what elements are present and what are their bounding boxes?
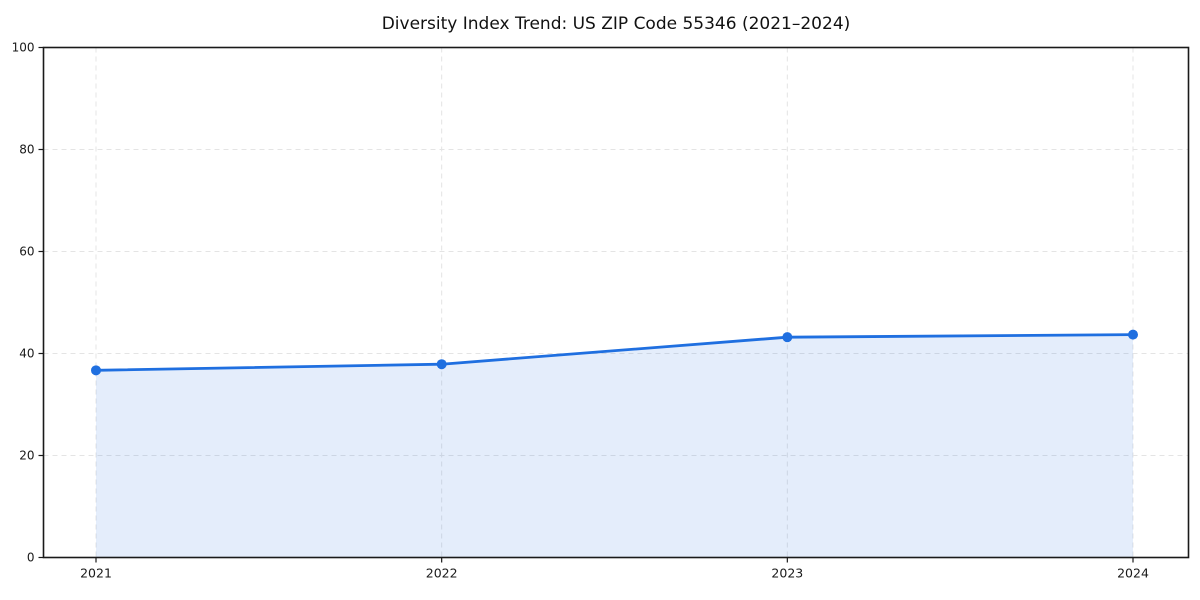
y-tick-label: 100 — [12, 41, 35, 55]
y-tick-label: 60 — [19, 245, 34, 259]
data-point-2021 — [91, 365, 101, 376]
x-tick-label: 2024 — [1117, 566, 1149, 581]
y-tick-label: 80 — [19, 143, 34, 157]
y-tick-label: 0 — [27, 551, 35, 565]
x-tick-label: 2023 — [771, 566, 803, 581]
area-fill — [96, 334, 1133, 558]
data-point-2022 — [436, 359, 447, 370]
chart-title: Diversity Index Trend: US ZIP Code 55346… — [382, 14, 851, 34]
y-tick-label: 20 — [19, 449, 34, 463]
plot-border — [42, 46, 1190, 559]
x-tick-label: 2021 — [80, 566, 112, 581]
y-tick-label: 40 — [19, 347, 34, 361]
x-tick-label: 2022 — [426, 566, 458, 581]
data-point-2024 — [1128, 329, 1138, 340]
plot-area: 0 20 40 60 80 100 2021 2022 2023 2024 — [12, 41, 1190, 581]
data-point-2023 — [782, 332, 793, 343]
trend-line — [94, 333, 1135, 372]
